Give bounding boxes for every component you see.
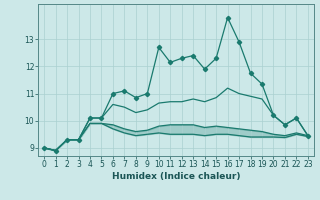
X-axis label: Humidex (Indice chaleur): Humidex (Indice chaleur)	[112, 172, 240, 181]
